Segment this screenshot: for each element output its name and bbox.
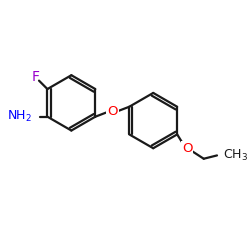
Text: O: O [182,142,192,155]
Text: CH$_3$: CH$_3$ [222,148,248,163]
Text: NH$_2$: NH$_2$ [7,109,32,124]
Text: O: O [107,105,118,118]
Text: F: F [31,70,39,84]
